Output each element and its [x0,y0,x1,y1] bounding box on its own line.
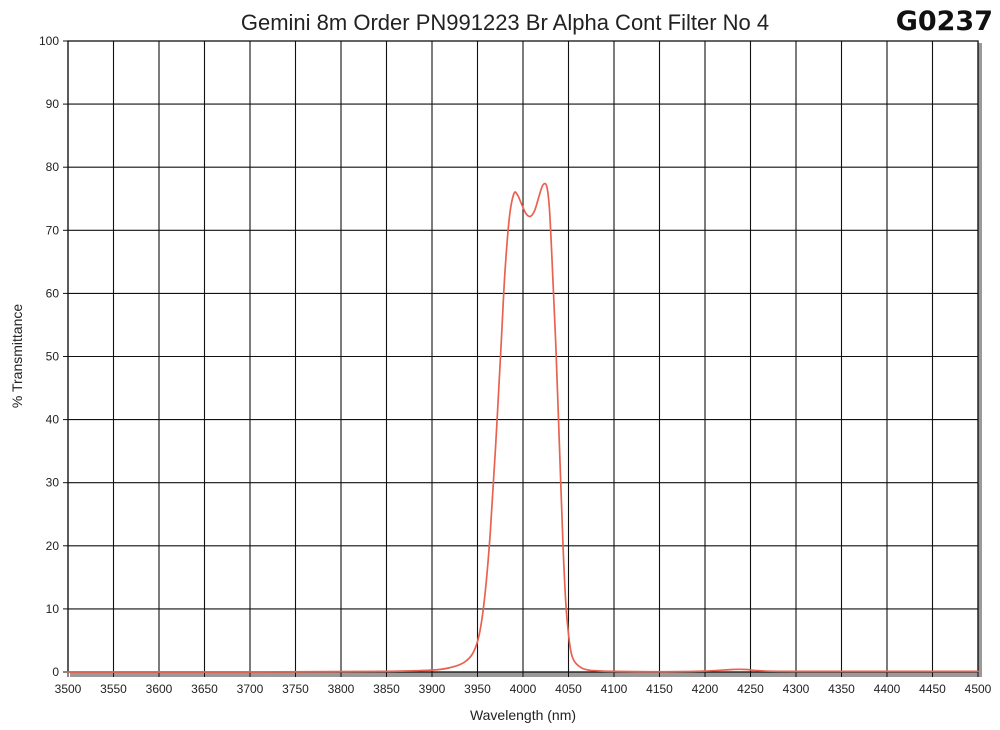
y-axis-label: % Transmittance [9,304,25,408]
x-tick-label: 4450 [919,682,946,696]
y-tick-label: 100 [39,34,59,48]
y-tick-label: 50 [46,350,60,364]
x-tick-label: 3550 [100,682,127,696]
x-tick-label: 4050 [555,682,582,696]
x-tick-label: 3600 [146,682,173,696]
x-tick-label: 3750 [282,682,309,696]
x-tick-label: 4400 [874,682,901,696]
grid [67,40,979,673]
tick-labels: 3500 3550 3600 3650 3700 3750 3800 3850 3900 3950… [39,34,992,696]
x-tick-label: 4500 [965,682,992,696]
y-tick-label: 80 [46,160,60,174]
y-tick-label: 40 [46,413,60,427]
filter-code: G0237 [896,6,993,37]
x-tick-label: 3900 [419,682,446,696]
x-tick-label: 3500 [55,682,82,696]
x-tick-label: 4100 [601,682,628,696]
y-tick-label: 0 [52,665,59,679]
x-tick-label: 3650 [191,682,218,696]
plot-shadow-bottom [70,672,982,677]
x-tick-label: 3700 [237,682,264,696]
y-tick-label: 70 [46,223,60,237]
x-tick-label: 4350 [828,682,855,696]
plot-shadow-right [978,43,982,677]
series [67,182,979,673]
x-tick-label: 4300 [783,682,810,696]
x-axis-label: Wavelength (nm) [470,707,576,723]
chart-title: Gemini 8m Order PN991223 Br Alpha Cont F… [241,10,769,35]
x-tick-label: 4200 [692,682,719,696]
x-tick-label: 3950 [464,682,491,696]
y-tick-label: 60 [46,286,60,300]
x-tick-label: 3850 [373,682,400,696]
x-tick-label: 4150 [646,682,673,696]
x-tick-label: 4000 [510,682,537,696]
transmittance-series-line-0 [67,182,979,673]
plot-shadow [70,43,982,677]
y-tick-label: 90 [46,97,60,111]
x-tick-label: 3800 [328,682,355,696]
y-tick-label: 20 [46,539,60,553]
x-tick-label: 4250 [737,682,764,696]
y-tick-label: 10 [46,602,60,616]
y-tick-label: 30 [46,476,60,490]
